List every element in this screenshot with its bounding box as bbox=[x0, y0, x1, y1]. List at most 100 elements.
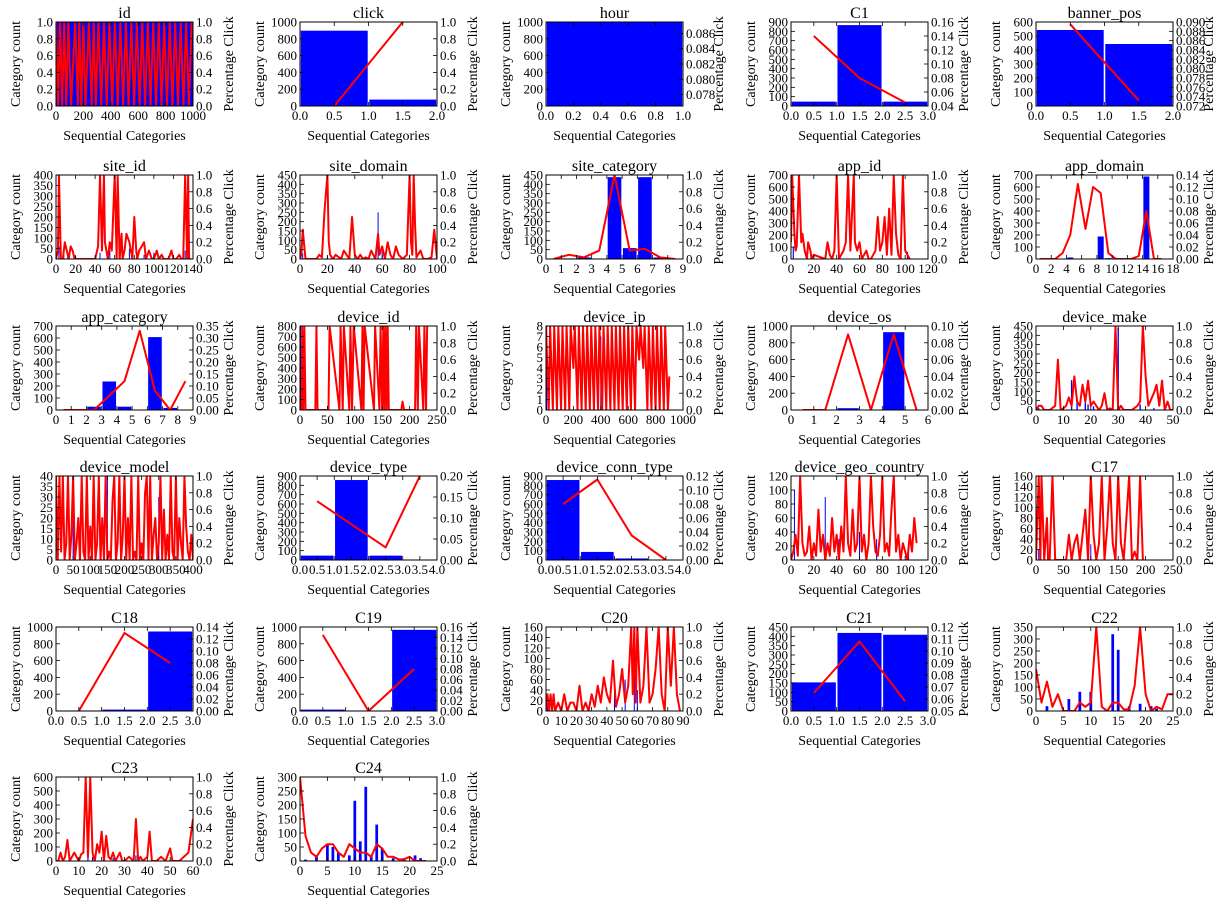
y-tick-label: 0 bbox=[1027, 252, 1034, 267]
y-axis-label-right: Percentage Click bbox=[957, 470, 972, 565]
x-tick-label: 4.0 bbox=[429, 562, 445, 577]
y2-tick-label: 0.4 bbox=[440, 65, 457, 80]
x-tick-label: 30 bbox=[1112, 412, 1125, 427]
y-tick-label: 100 bbox=[1014, 240, 1034, 255]
x-tick-label: 2.0 bbox=[874, 713, 890, 728]
y-tick-label: 300 bbox=[34, 189, 54, 204]
x-axis-label: Sequential Categories bbox=[798, 734, 920, 749]
plot-area bbox=[1039, 175, 1162, 259]
y-tick-label: 300 bbox=[1014, 632, 1034, 647]
y2-tick-label: 0.12 bbox=[1176, 180, 1199, 195]
plot-area bbox=[546, 326, 671, 410]
subplot-device_make: 0 10 20 30 40 500501001502002503003504004500.… bbox=[989, 309, 1217, 448]
x-tick-label: 2.0 bbox=[874, 108, 890, 123]
plot-area bbox=[546, 627, 681, 711]
y2-tick-label: 0.02 bbox=[440, 693, 463, 708]
y2-tick-label: 0.06 bbox=[931, 85, 954, 100]
y-tick-label: 450 bbox=[524, 168, 544, 183]
x-tick-label: 1.0 bbox=[326, 562, 342, 577]
bar bbox=[1087, 404, 1089, 410]
y-tick-label: 0 bbox=[537, 252, 544, 267]
y-tick-label: 0 bbox=[782, 704, 789, 719]
x-tick-label: 0 bbox=[1033, 562, 1040, 577]
x-axis-label: Sequential Categories bbox=[63, 884, 185, 899]
y2-tick-label: 0.08 bbox=[931, 668, 954, 683]
bar bbox=[1097, 235, 1105, 259]
y-tick-label: 200 bbox=[278, 534, 298, 549]
y-tick-label: 80 bbox=[530, 662, 543, 677]
y-axis-label-left: Category count bbox=[253, 626, 268, 712]
y-tick-label: 600 bbox=[1014, 15, 1034, 30]
y2-tick-label: 0.080 bbox=[1176, 61, 1205, 76]
x-tick-label: 14 bbox=[1136, 261, 1150, 276]
y2-tick-label: 0.30 bbox=[196, 331, 219, 346]
y-tick-label: 600 bbox=[769, 352, 789, 367]
x-tick-label: 0.0 bbox=[1028, 108, 1044, 123]
y2-tick-label: 0.6 bbox=[1176, 502, 1193, 517]
y2-tick-label: 0.10 bbox=[931, 57, 954, 72]
axes-frame bbox=[299, 475, 438, 561]
x-tick-label: 20 bbox=[403, 863, 416, 878]
subplot-C20: 0 10 20 30 40 50 60 70 80 90020406080100120140160… bbox=[499, 610, 727, 749]
x-tick-label: 50 bbox=[67, 562, 80, 577]
y-axis-label-right: Percentage Click bbox=[466, 771, 481, 866]
subplot-title: app_domain bbox=[1065, 158, 1144, 175]
y-axis-label-right: Percentage Click bbox=[1202, 470, 1217, 565]
subplot-title: hour bbox=[600, 5, 630, 22]
x-tick-label: 20 bbox=[321, 261, 334, 276]
y2-tick-label: 0.12 bbox=[686, 469, 709, 484]
y2-tick-label: 0.6 bbox=[440, 803, 457, 818]
y2-tick-label: 0.35 bbox=[196, 319, 219, 334]
y2-tick-label: 0.6 bbox=[196, 48, 213, 63]
y2-tick-label: 0.4 bbox=[196, 65, 213, 80]
x-tick-label: 10 bbox=[555, 713, 568, 728]
y-tick-label: 300 bbox=[1014, 216, 1034, 231]
y2-tick-label: 0.2 bbox=[440, 837, 456, 852]
y-tick-label: 200 bbox=[34, 379, 54, 394]
y2-tick-label: 0.082 bbox=[1176, 52, 1205, 67]
y-tick-label: 150 bbox=[34, 220, 54, 235]
x-tick-label: 800 bbox=[156, 108, 176, 123]
y-tick-label: 900 bbox=[769, 15, 789, 30]
x-tick-label: 1.0 bbox=[360, 108, 376, 123]
plot-area bbox=[300, 476, 421, 560]
y2-tick-label: 0.090 bbox=[1176, 15, 1205, 30]
x-tick-label: 0.5 bbox=[806, 108, 822, 123]
y-axis-label-right: Percentage Click bbox=[222, 320, 237, 415]
x-tick-label: 60 bbox=[187, 863, 200, 878]
x-tick-label: 2.5 bbox=[624, 562, 640, 577]
axes-frame bbox=[1035, 174, 1174, 260]
x-tick-label: 5 bbox=[902, 412, 909, 427]
y-tick-label: 400 bbox=[278, 361, 298, 376]
x-tick-label: 10 bbox=[1106, 261, 1119, 276]
y-tick-label: 350 bbox=[278, 186, 298, 201]
subplot-title: device_make bbox=[1062, 309, 1146, 326]
subplot-device_ip: 0 200 400 600 800 10000123456780.00.20.40.60.… bbox=[499, 309, 727, 448]
y-tick-label: 400 bbox=[524, 65, 544, 80]
y-axis-label-right: Percentage Click bbox=[222, 169, 237, 264]
y-tick-label: 50 bbox=[40, 241, 53, 256]
y-tick-label: 40 bbox=[40, 469, 53, 484]
x-axis-label: Sequential Categories bbox=[307, 884, 429, 899]
x-tick-label: 0 bbox=[1033, 713, 1040, 728]
x-tick-label: 2.5 bbox=[897, 108, 913, 123]
x-tick-label: 40 bbox=[348, 261, 361, 276]
subplot-app_category: 0 1 2 3 4 5 6 7 8 901002003004005006007000.000.05… bbox=[9, 309, 237, 448]
bar bbox=[87, 855, 89, 861]
y2-tick-label: 1.0 bbox=[686, 319, 702, 334]
y2-tick-label: 0.4 bbox=[686, 218, 703, 233]
x-tick-label: 30 bbox=[585, 713, 598, 728]
x-axis-label: Sequential Categories bbox=[307, 583, 429, 598]
x-tick-label: 0.0 bbox=[783, 713, 799, 728]
y-tick-label: 200 bbox=[769, 80, 789, 95]
y2-tick-label: 0.08 bbox=[931, 71, 954, 86]
x-tick-label: 0.0 bbox=[783, 108, 799, 123]
y-tick-label: 100 bbox=[1014, 384, 1034, 399]
bar bbox=[334, 479, 369, 560]
subplot-device_id: 0 50 100 150 200 2500100200300400500600700800… bbox=[253, 309, 481, 448]
x-tick-label: 0 bbox=[788, 261, 795, 276]
bar bbox=[882, 331, 905, 410]
bar bbox=[792, 247, 794, 259]
x-tick-label: 2.0 bbox=[360, 562, 376, 577]
y2-tick-label: 0.14 bbox=[931, 29, 954, 44]
